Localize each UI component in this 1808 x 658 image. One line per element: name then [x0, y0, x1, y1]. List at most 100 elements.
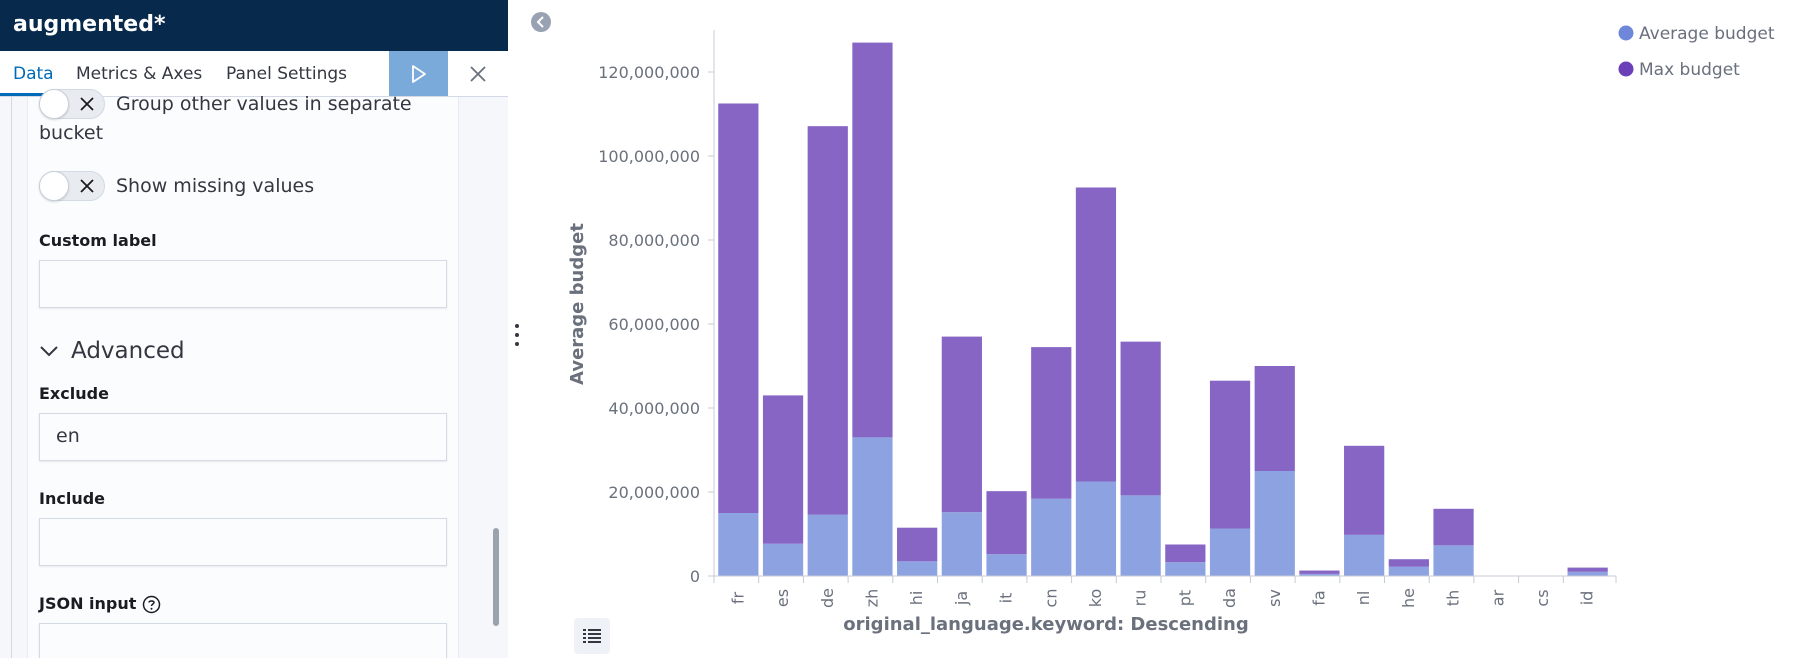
bar-max-fa[interactable] [1299, 570, 1340, 574]
bar-average-es[interactable] [762, 543, 804, 576]
x-tick-label: sv [1265, 589, 1284, 607]
bar-max-hi[interactable] [897, 527, 938, 562]
bar-max-zh[interactable] [852, 42, 893, 438]
y-tick-label: 0 [690, 567, 700, 586]
bar-average-fr[interactable] [718, 513, 759, 576]
chevron-down-icon [40, 346, 58, 357]
group-other-values-label-continued: bucket [39, 122, 104, 144]
x-tick-label: ru [1131, 590, 1150, 607]
bar-average-nl[interactable] [1344, 534, 1385, 576]
bar-chart: 0 20,000,000 40,000,000 60,000,000 80,000,00… [567, 24, 1775, 635]
exclude-input[interactable]: en [39, 413, 447, 461]
question-circle-icon[interactable] [142, 595, 161, 614]
bar-max-ja[interactable] [941, 336, 982, 513]
bar-average-cn[interactable] [1031, 498, 1072, 576]
x-tick-label: ar [1488, 589, 1507, 606]
y-tick-label: 80,000,000 [608, 231, 700, 250]
arrow-left-circle-icon [531, 12, 551, 32]
panel-resize-handle[interactable] [513, 322, 521, 348]
bar-max-cn[interactable] [1031, 347, 1072, 499]
editor-scrollbar[interactable] [493, 528, 499, 626]
active-tab-indicator [0, 93, 60, 96]
y-tick-label: 120,000,000 [598, 63, 700, 82]
switch-knob [39, 89, 69, 119]
x-tick-label: hi [907, 591, 926, 606]
bar-max-de[interactable] [807, 126, 848, 515]
update-button[interactable] [389, 51, 448, 96]
y-tick-label: 60,000,000 [608, 315, 700, 334]
bar-max-it[interactable] [986, 491, 1027, 555]
legend-swatch[interactable] [1618, 61, 1634, 77]
bar-average-it[interactable] [986, 554, 1027, 576]
bar-average-hi[interactable] [897, 561, 938, 576]
close-icon [470, 65, 486, 82]
bar-max-nl[interactable] [1344, 445, 1385, 535]
x-tick-label: he [1399, 588, 1418, 608]
bar-average-ko[interactable] [1075, 481, 1117, 577]
discard-button[interactable] [458, 51, 498, 96]
json-input-heading: JSON input [39, 594, 137, 613]
x-tick-label: pt [1175, 590, 1194, 606]
legend-item[interactable]: Max budget [1639, 60, 1740, 80]
show-missing-values-switch[interactable] [39, 171, 105, 201]
chart-legend: Average budget Max budget [1618, 24, 1775, 80]
bar-average-ja[interactable] [941, 512, 982, 576]
x-tick-label: it [997, 593, 1016, 604]
bar-max-he[interactable] [1388, 559, 1429, 567]
include-input[interactable] [39, 518, 447, 566]
bar-average-pt[interactable] [1165, 562, 1206, 576]
bar-average-de[interactable] [807, 514, 848, 576]
bar-average-id[interactable] [1567, 571, 1608, 576]
bar-average-zh[interactable] [852, 437, 893, 576]
group-other-values-switch[interactable] [39, 89, 105, 119]
bar-max-da[interactable] [1209, 380, 1251, 529]
bar-average-he[interactable] [1388, 566, 1429, 576]
x-tick-label: fa [1309, 590, 1328, 605]
y-axis: 0 20,000,000 40,000,000 60,000,000 80,000,00… [598, 30, 715, 586]
bar-average-sv[interactable] [1254, 471, 1295, 576]
bar-max-fr[interactable] [718, 103, 759, 514]
x-tick-label: ko [1086, 589, 1105, 607]
x-tick-label: zh [862, 589, 881, 608]
bar-average-da[interactable] [1209, 528, 1251, 576]
bar-max-id[interactable] [1567, 567, 1608, 572]
tab-data[interactable]: Data [13, 64, 54, 84]
tab-panel-settings[interactable]: Panel Settings [226, 64, 347, 84]
bar-average-fa[interactable] [1299, 573, 1340, 576]
bar-max-es[interactable] [762, 395, 804, 544]
editor-panel: augmented* Data Metrics & Axes Panel Set… [0, 0, 508, 658]
bar-max-pt[interactable] [1165, 544, 1206, 563]
y-axis-title: Average budget [567, 223, 588, 385]
legend-swatch[interactable] [1618, 25, 1634, 41]
advanced-toggle[interactable]: Advanced [39, 333, 185, 369]
x-tick-label: fr [728, 591, 747, 604]
sidebar-edge [0, 97, 12, 658]
drag-dots-icon [515, 324, 519, 346]
bar-max-th[interactable] [1433, 508, 1474, 546]
bar-average-th[interactable] [1433, 545, 1474, 576]
legend-item[interactable]: Average budget [1639, 24, 1775, 44]
legend-toggle-button[interactable] [574, 618, 610, 654]
play-icon [411, 64, 426, 83]
x-tick-label: nl [1354, 591, 1373, 606]
tab-metrics-axes[interactable]: Metrics & Axes [76, 64, 203, 84]
cross-icon [80, 97, 94, 111]
collapse-sidebar-button[interactable] [530, 11, 552, 33]
custom-label-heading: Custom label [39, 231, 157, 250]
group-other-values-label: Group other values in separate [116, 93, 412, 115]
x-tick-label: cs [1533, 589, 1552, 606]
bar-average-ru[interactable] [1120, 495, 1161, 576]
list-icon [583, 629, 601, 643]
x-tick-label: th [1444, 590, 1463, 606]
x-tick-label: da [1220, 588, 1239, 608]
json-input-field[interactable] [39, 623, 447, 658]
bars [718, 42, 1608, 577]
custom-label-input[interactable] [39, 260, 447, 308]
x-tick-label: id [1578, 591, 1597, 606]
bar-max-ru[interactable] [1120, 341, 1161, 496]
x-tick-label: es [773, 589, 792, 607]
bar-max-sv[interactable] [1254, 366, 1295, 471]
bar-max-ko[interactable] [1075, 187, 1117, 482]
switch-knob [39, 171, 69, 201]
y-tick-label: 40,000,000 [608, 399, 700, 418]
